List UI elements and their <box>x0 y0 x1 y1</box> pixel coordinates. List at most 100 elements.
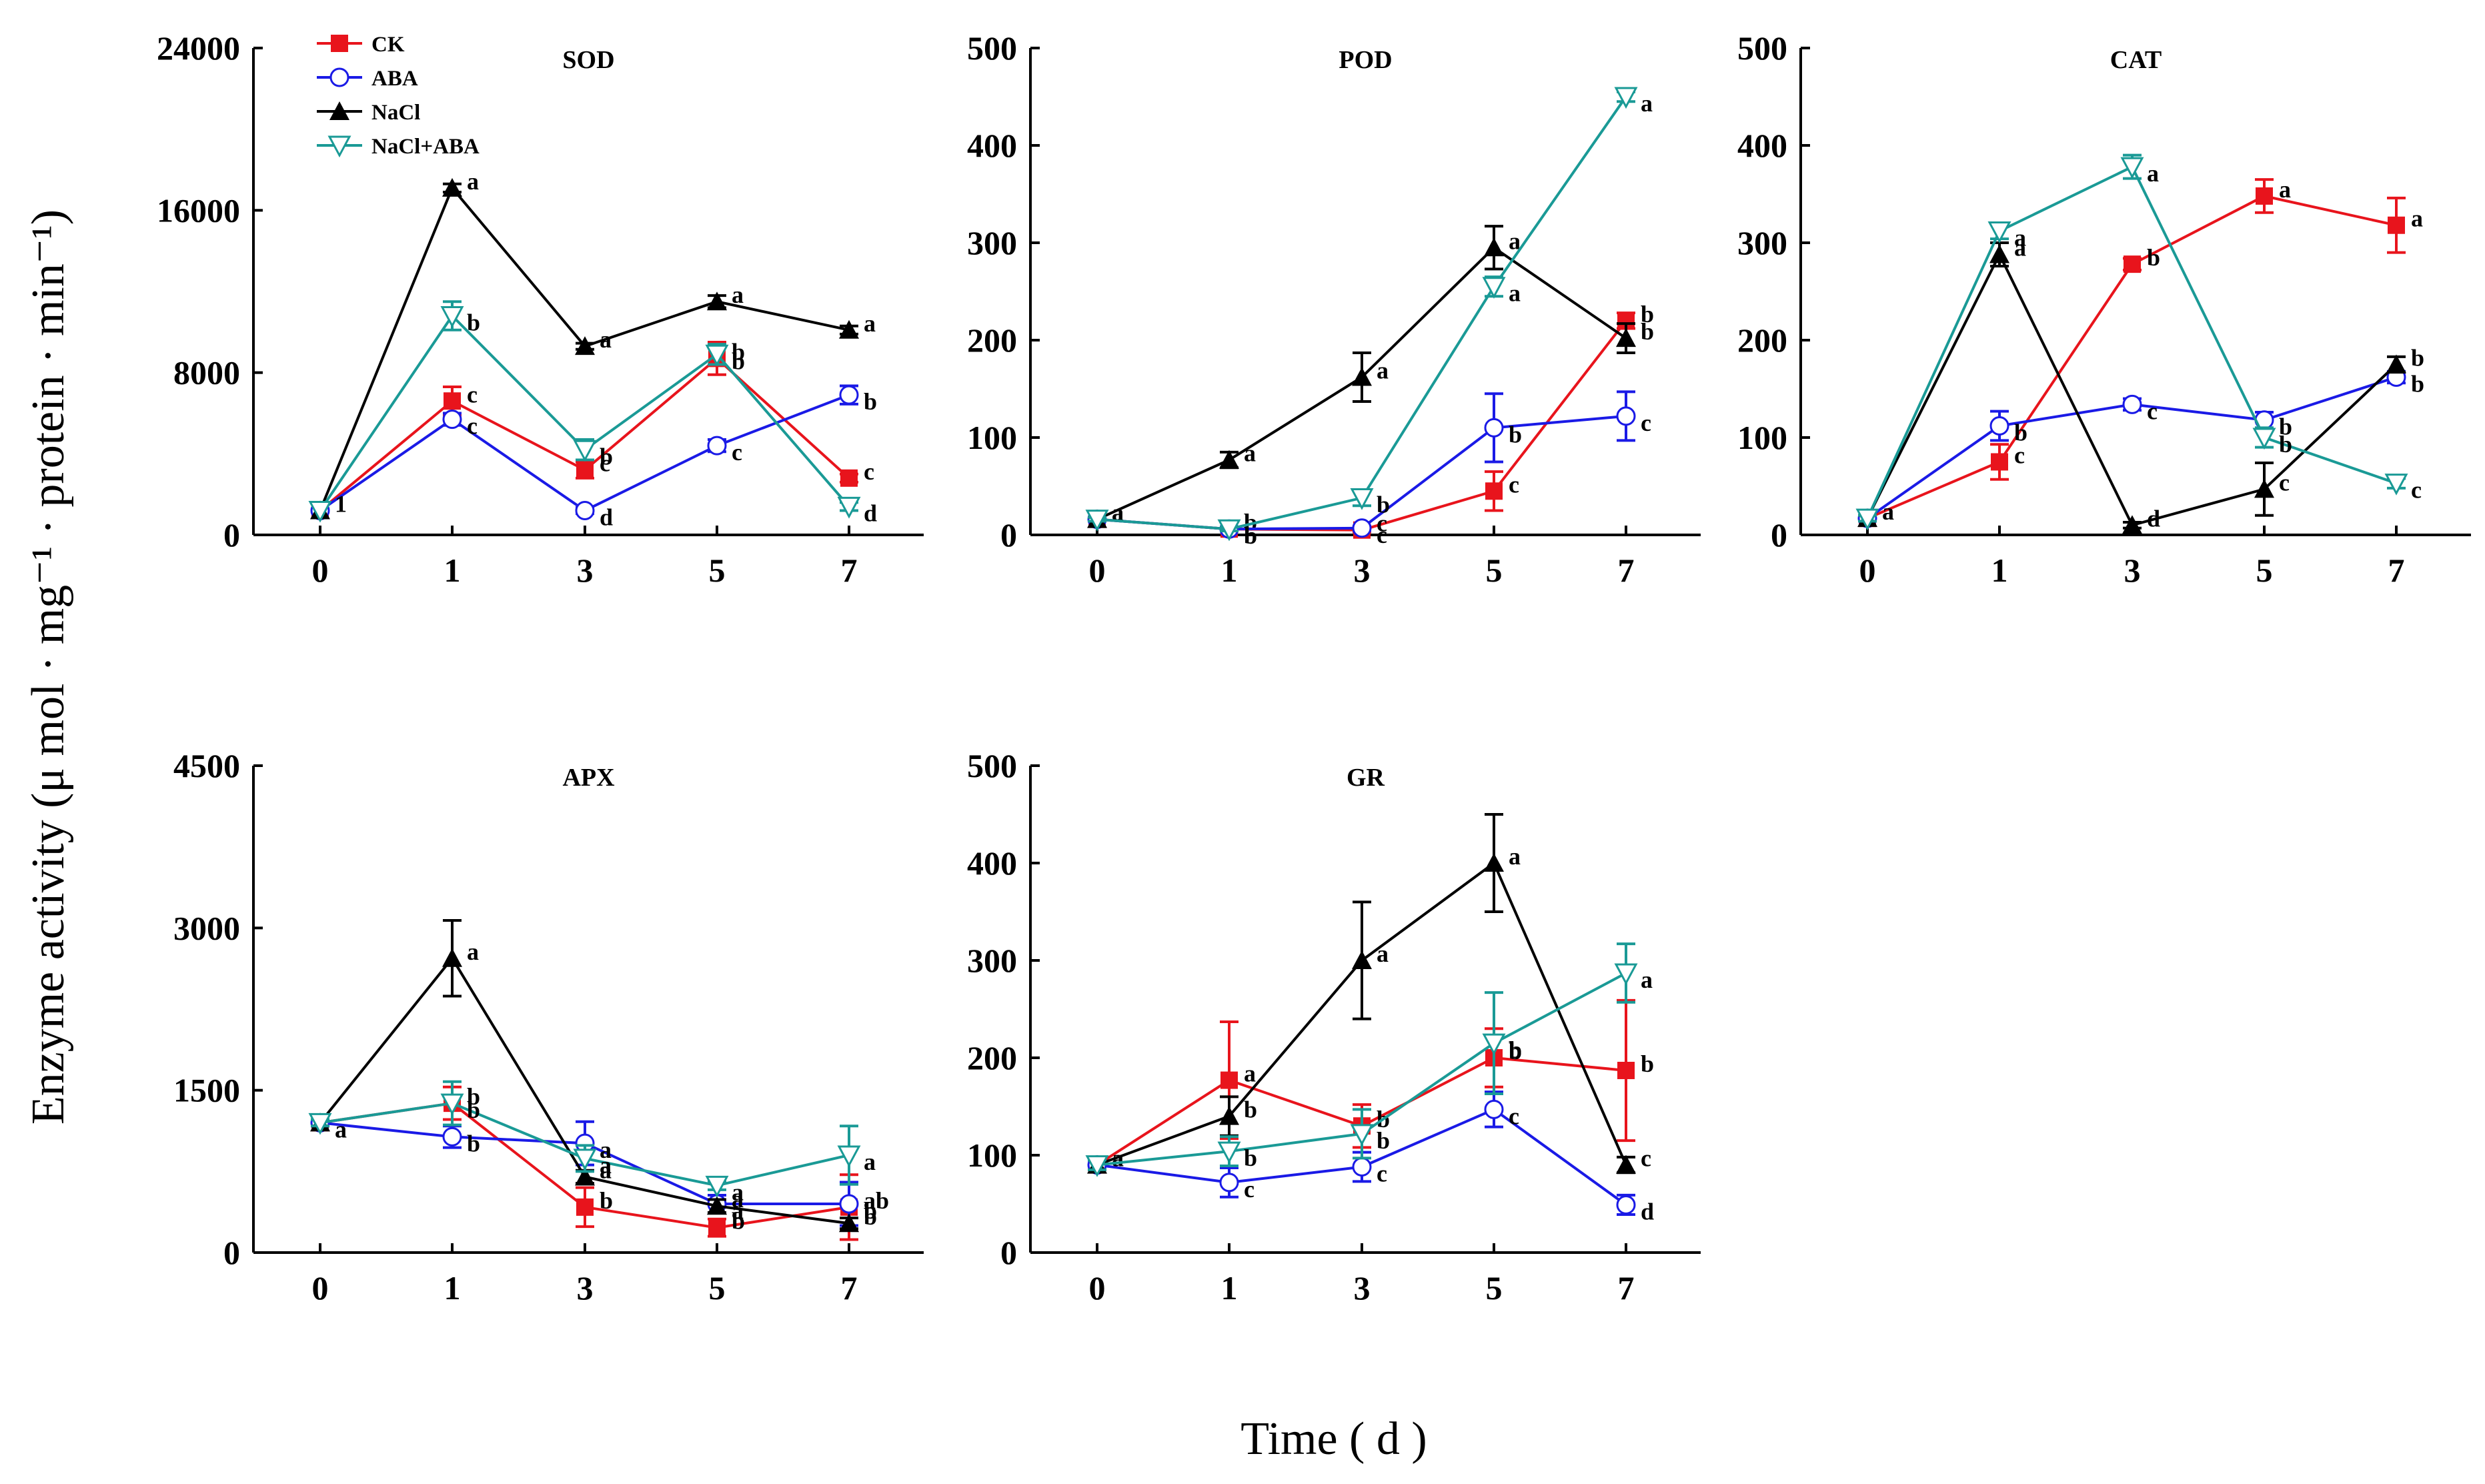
significance-label: b <box>732 1208 745 1235</box>
data-point <box>1989 244 2009 263</box>
significance-label: c <box>2014 442 2025 469</box>
data-point <box>1352 1157 1372 1177</box>
data-point <box>1617 1061 1635 1079</box>
series-line <box>319 356 850 512</box>
data-point <box>2388 216 2405 234</box>
y-tick-label: 200 <box>1737 321 1787 359</box>
series-ck: abb b <box>1088 998 1654 1174</box>
significance-label: b <box>1509 1038 1522 1064</box>
significance-label: a <box>600 1152 612 1179</box>
legend-label: CK <box>371 33 405 57</box>
x-tick-label: 7 <box>841 552 858 589</box>
data-point <box>1855 508 1879 531</box>
x-tick-label: 5 <box>1486 552 1503 589</box>
y-tick-label: 200 <box>967 1039 1017 1076</box>
data-point <box>839 385 859 405</box>
data-point <box>707 291 727 311</box>
significance-label: b <box>1377 1127 1390 1154</box>
significance-label: ab <box>864 1187 889 1214</box>
significance-label: b <box>2147 244 2160 271</box>
y-tick-label: 300 <box>967 942 1017 979</box>
significance-label: b <box>1244 1145 1257 1171</box>
legend-label: ABA <box>371 67 418 91</box>
data-point <box>308 501 332 523</box>
y-tick-label: 400 <box>967 844 1017 882</box>
data-point <box>1987 221 2011 243</box>
y-tick-label: 8000 <box>173 354 240 392</box>
x-tick-label: 5 <box>709 552 726 589</box>
x-tick-label: 0 <box>312 1269 329 1307</box>
panel-title: SOD <box>562 46 614 74</box>
data-point <box>1614 963 1638 986</box>
data-point <box>1217 1141 1241 1164</box>
significance-label: a <box>732 1186 744 1213</box>
data-point <box>2256 187 2273 205</box>
significance-label: a <box>1244 440 1256 467</box>
data-point <box>1217 519 1241 542</box>
y-tick-label: 500 <box>967 29 1017 67</box>
legend-label: NaCl+ABA <box>371 135 480 159</box>
y-tick-label: 0 <box>223 516 240 554</box>
data-point <box>442 948 462 967</box>
significance-label: d <box>600 504 613 531</box>
data-point <box>839 1194 859 1214</box>
y-tick-label: 300 <box>1737 224 1787 261</box>
y-tick-label: 16000 <box>157 191 240 229</box>
data-point <box>1085 1155 1109 1177</box>
significance-label: c <box>467 381 478 408</box>
legend-marker <box>331 35 348 52</box>
y-axis-title: Enzyme activity (μ mol · mg⁻¹ · protein … <box>23 209 74 1125</box>
significance-label: b <box>1377 492 1390 518</box>
x-tick-label: 0 <box>1089 552 1106 589</box>
y-tick-label: 1500 <box>173 1072 240 1109</box>
x-tick-label: 0 <box>312 552 329 589</box>
data-point <box>2122 515 2142 534</box>
data-point <box>1352 367 1372 386</box>
legend-entry-aba: ABA <box>317 67 418 91</box>
data-point <box>573 440 597 462</box>
legend-entry-ck: CK <box>317 33 405 57</box>
data-point <box>1616 1155 1636 1174</box>
x-tick-label: 3 <box>577 1269 594 1307</box>
series-ck: a b ccb <box>1088 301 1654 539</box>
data-point <box>440 306 464 328</box>
significance-label: b <box>864 1203 877 1230</box>
significance-label: c <box>1509 471 1519 498</box>
data-point <box>707 436 727 456</box>
significance-label: c <box>2147 398 2158 424</box>
significance-label: 1 <box>335 491 347 518</box>
y-tick-label: 500 <box>1737 29 1787 67</box>
data-point <box>573 1149 597 1171</box>
legend-marker <box>329 101 349 120</box>
significance-label: a <box>1509 843 1521 870</box>
x-tick-label: 7 <box>1618 552 1635 589</box>
y-tick-label: 400 <box>1737 127 1787 164</box>
significance-label: c <box>600 450 610 477</box>
y-tick-label: 200 <box>967 321 1017 359</box>
data-point <box>839 319 859 339</box>
x-tick-label: 3 <box>1354 1269 1371 1307</box>
series-nacl-aba: b b b a <box>1085 942 1653 1177</box>
significance-label: b <box>2411 345 2424 372</box>
panel-title: POD <box>1339 46 1392 74</box>
data-point <box>1616 328 1636 347</box>
significance-label: b <box>2014 419 2027 446</box>
x-tick-label: 5 <box>709 1269 726 1307</box>
significance-label: b <box>467 1083 480 1110</box>
data-point <box>576 1198 594 1216</box>
significance-label: b <box>732 347 745 374</box>
significance-label: a <box>600 1137 612 1163</box>
data-point <box>705 344 729 367</box>
data-point <box>576 461 594 479</box>
significance-label: a <box>1377 940 1389 967</box>
data-point <box>837 496 861 519</box>
significance-label: a <box>732 1197 744 1224</box>
y-tick-label: 3000 <box>173 909 240 946</box>
data-point <box>442 410 462 430</box>
